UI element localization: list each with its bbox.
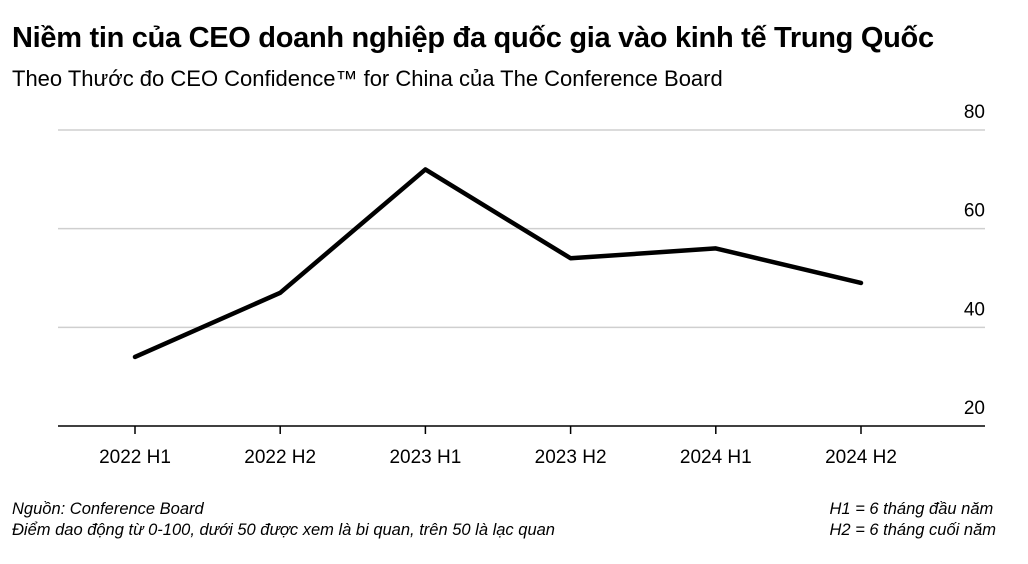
- chart-subtitle: Theo Thước đo CEO Confidence™ for China …: [12, 66, 723, 91]
- footer-left: Nguồn: Conference Board Điểm dao động từ…: [12, 499, 555, 541]
- series-line: [132, 167, 864, 360]
- y-tick-label: 20: [964, 398, 985, 419]
- y-tick-label: 80: [964, 102, 985, 123]
- chart-title: Niềm tin của CEO doanh nghiệp đa quốc gi…: [12, 22, 934, 54]
- x-tick-label: 2022 H1: [99, 447, 171, 468]
- y-tick-label: 40: [964, 299, 985, 320]
- h2-note: H2 = 6 tháng cuối năm: [829, 521, 996, 539]
- y-tick-label: 60: [964, 201, 985, 222]
- x-tick-label: 2024 H1: [680, 447, 752, 468]
- scale-note: Điểm dao động từ 0-100, dưới 50 được xem…: [12, 521, 555, 539]
- source-note: Nguồn: Conference Board: [12, 500, 204, 518]
- footer-right: H1 = 6 tháng đầu năm H2 = 6 tháng cuối n…: [830, 499, 996, 541]
- x-tick-label: 2023 H2: [535, 447, 607, 468]
- h1-note: H1 = 6 tháng đầu năm: [829, 500, 994, 518]
- x-tick-label: 2022 H2: [244, 447, 316, 468]
- x-tick-label: 2023 H1: [389, 447, 461, 468]
- x-tick-label: 2024 H2: [825, 447, 897, 468]
